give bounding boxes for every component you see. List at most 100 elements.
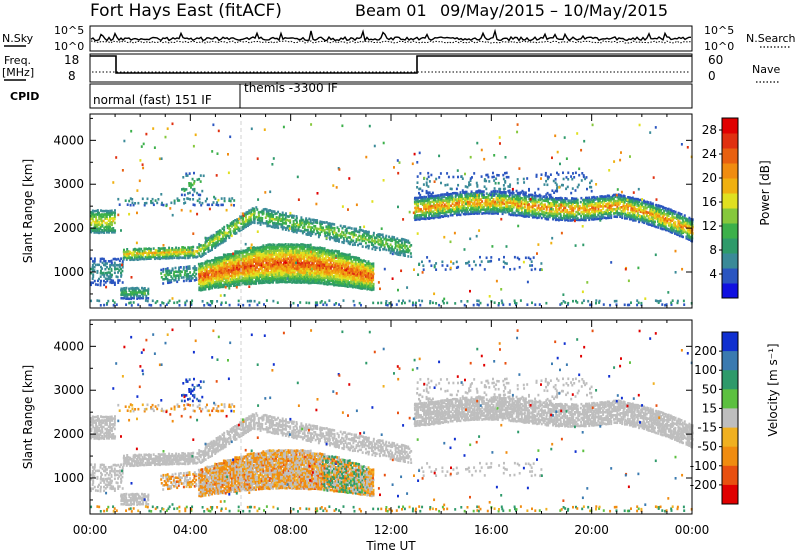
power-cell: [271, 257, 274, 261]
power-cell: [243, 250, 246, 254]
power-cell: [339, 236, 342, 239]
power-cell: [229, 262, 232, 265]
frequency-trace: [90, 55, 692, 74]
power-cell: [145, 257, 148, 261]
power-cell: [278, 212, 281, 216]
power-cell: [147, 251, 150, 255]
power-cell: [142, 296, 145, 300]
power-cell: [467, 206, 469, 209]
power-cell: [634, 207, 637, 211]
power-cell: [189, 182, 192, 185]
power-cell: [225, 265, 228, 268]
power-cell: [237, 221, 240, 224]
power-cell: [225, 261, 227, 265]
power-cell: [418, 214, 421, 217]
power-cell: [323, 282, 326, 286]
power-cell: [212, 274, 215, 278]
power-cell: [118, 203, 121, 206]
power-cell: [350, 240, 353, 244]
power-cell: [367, 280, 370, 283]
power-cell: [249, 266, 252, 270]
power-cell: [227, 276, 230, 280]
power-cell: [238, 271, 241, 274]
power-cell: [223, 271, 226, 275]
power-cell: [454, 203, 457, 207]
power-cell: [176, 248, 179, 252]
power-cell: [298, 261, 301, 265]
power-cell: [628, 215, 631, 219]
power-cell: [542, 213, 545, 217]
power-cell: [289, 245, 292, 248]
power-cell: [595, 203, 598, 207]
power-cell: [187, 252, 190, 255]
power-cell: [311, 254, 314, 257]
power-cell: [370, 266, 373, 269]
power-cell: [495, 210, 498, 213]
power-cell: [456, 199, 459, 203]
power-cell: [248, 266, 251, 270]
power-cell: [233, 204, 235, 207]
power-cell: [500, 210, 503, 213]
power-cell: [336, 237, 339, 241]
power-cell: [134, 202, 137, 205]
power-cell: [361, 233, 364, 237]
power-cell: [205, 273, 208, 276]
power-cell: [240, 273, 243, 276]
power-cell: [218, 285, 221, 289]
power-cell: [550, 195, 553, 199]
power-cell: [205, 271, 208, 275]
power-cell: [253, 219, 256, 223]
power-cell: [440, 195, 443, 199]
power-cell: [248, 217, 251, 220]
power-cell: [164, 249, 166, 252]
power-cell: [650, 219, 653, 223]
power-cell: [281, 213, 284, 217]
power-cell: [298, 245, 301, 249]
power-cell: [317, 235, 320, 239]
power-cell: [301, 247, 304, 251]
power-cell: [93, 229, 96, 232]
power-cell: [218, 237, 221, 241]
power-cell: [250, 210, 253, 214]
power-cell: [284, 261, 287, 264]
power-cell: [511, 191, 514, 195]
power-cell: [220, 240, 222, 243]
power-cell: [628, 212, 631, 215]
power-cell: [487, 193, 490, 197]
power-cell: [162, 255, 164, 258]
power-cell: [476, 196, 479, 199]
power-cell: [561, 202, 564, 206]
power-cell: [212, 237, 214, 241]
power-cell: [198, 267, 201, 270]
power-cell: [168, 254, 171, 258]
power-cell: [290, 257, 293, 261]
power-cell: [220, 237, 223, 241]
power-cell: [404, 254, 406, 257]
power-cell: [548, 209, 551, 213]
power-cell: [531, 207, 534, 211]
power-cell: [347, 259, 350, 262]
power-cell: [312, 281, 315, 284]
power-cell: [437, 212, 440, 215]
power-cell: [254, 254, 257, 257]
power-cell: [123, 296, 126, 300]
power-cell: [203, 279, 205, 283]
power-cell: [340, 274, 343, 278]
power-cell: [313, 224, 316, 228]
power-cell: [339, 266, 342, 269]
power-cell: [535, 214, 537, 217]
power-cell: [627, 196, 630, 199]
power-cell: [519, 213, 522, 217]
power-cell: [235, 231, 238, 235]
power-cell: [174, 274, 177, 278]
power-cell: [296, 256, 299, 260]
power-cell: [396, 244, 399, 248]
power-cell: [631, 203, 634, 206]
power-cell: [131, 198, 134, 201]
power-cell: [622, 208, 625, 211]
power-cell: [308, 267, 311, 270]
power-cell: [630, 202, 633, 205]
power-cell: [617, 197, 620, 200]
power-cell: [254, 246, 257, 250]
power-cell: [264, 207, 267, 211]
